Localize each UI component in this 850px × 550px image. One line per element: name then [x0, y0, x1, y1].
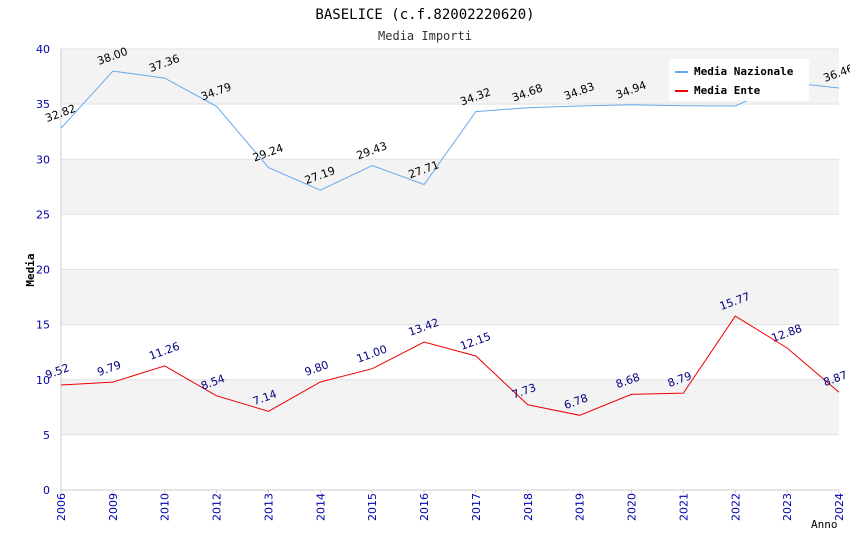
data-label: 11.26: [147, 340, 181, 363]
x-tick-label: 2015: [366, 493, 379, 521]
grid-bands: [61, 49, 839, 435]
x-axis-label: Anno: [811, 518, 838, 531]
y-tick-label: 20: [36, 264, 50, 277]
x-tick-label: 2024: [833, 493, 846, 521]
data-label: 12.15: [459, 330, 493, 353]
grid-lines: [61, 48, 839, 436]
data-label: 12.88: [770, 322, 804, 345]
data-label: 9.52: [44, 361, 71, 382]
series-lines: [60, 70, 840, 416]
x-tick-label: 2022: [729, 493, 742, 521]
y-tick-label: 30: [36, 153, 50, 166]
series-line-ente: [60, 315, 840, 416]
x-tick-label: 2012: [211, 493, 224, 521]
y-tick-label: 0: [43, 484, 50, 497]
legend-label-ente: Media Ente: [694, 84, 761, 97]
y-axis-label: Media: [24, 253, 37, 286]
x-tick-label: 2021: [677, 493, 690, 521]
legend-box: [669, 59, 809, 101]
x-tick-label: 2014: [314, 493, 327, 521]
series-line-nazionale: [60, 70, 840, 191]
y-tick-label: 10: [36, 374, 50, 387]
x-tick-label: 2023: [781, 493, 794, 521]
x-tick-label: 2020: [626, 493, 639, 521]
grid-band: [61, 159, 839, 215]
x-tick-label: 2016: [418, 493, 431, 521]
x-tick-label: 2009: [107, 493, 120, 521]
y-tick-label: 5: [43, 429, 50, 442]
y-tick-label: 25: [36, 208, 50, 221]
x-tick-label: 2013: [262, 493, 275, 521]
x-tick-labels: 2006 2009 2010 2012 2013 2014 2015 2016 2017 2018…: [55, 490, 846, 521]
data-label: 9.80: [303, 358, 330, 379]
x-tick-label: 2006: [55, 493, 68, 521]
data-label: 11.00: [355, 343, 389, 366]
x-tick-label: 2019: [574, 493, 587, 521]
x-tick-label: 2018: [522, 493, 535, 521]
x-tick-label: 2017: [470, 493, 483, 521]
y-tick-labels: 0 5 10 15 20 25 30 35 40: [36, 43, 50, 497]
data-label: 9.79: [95, 358, 122, 379]
chart-title: BASELICE (c.f.82002220620): [315, 7, 534, 23]
legend: Media Nazionale Media Ente: [669, 59, 809, 101]
x-tick-label: 2010: [159, 493, 172, 521]
grid-band: [61, 379, 839, 435]
y-tick-label: 15: [36, 319, 50, 332]
y-tick-label: 40: [36, 43, 50, 56]
legend-label-nazionale: Media Nazionale: [694, 65, 794, 78]
grid-band: [61, 269, 839, 325]
chart-subtitle: Media Importi: [378, 29, 472, 43]
y-tick-label: 35: [36, 98, 50, 111]
